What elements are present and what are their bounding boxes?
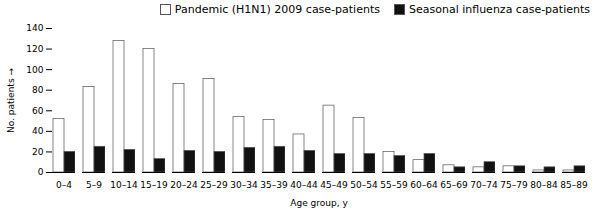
svg-text:75–79: 75–79: [500, 180, 528, 190]
svg-text:65–69: 65–69: [440, 180, 468, 190]
svg-text:60–64: 60–64: [410, 180, 438, 190]
svg-text:20–24: 20–24: [170, 180, 198, 190]
svg-text:140: 140: [26, 23, 43, 33]
svg-text:30–34: 30–34: [230, 180, 258, 190]
svg-text:20: 20: [32, 147, 44, 157]
svg-text:45–49: 45–49: [320, 180, 348, 190]
svg-text:80: 80: [32, 85, 44, 95]
svg-text:50–54: 50–54: [350, 180, 378, 190]
svg-text:No. patients →: No. patients →: [6, 68, 16, 133]
svg-text:55–59: 55–59: [380, 180, 408, 190]
svg-text:60: 60: [32, 106, 44, 116]
svg-text:120: 120: [26, 44, 43, 54]
svg-text:25–29: 25–29: [200, 180, 228, 190]
svg-text:100: 100: [26, 65, 43, 75]
svg-text:70–74: 70–74: [470, 180, 498, 190]
html-text:Seasonal influenza case-patien: Seasonal influenza case-patients: [409, 2, 590, 16]
svg-text:40–44: 40–44: [290, 180, 318, 190]
svg-text:10–14: 10–14: [110, 180, 138, 190]
svg-text:15–19: 15–19: [140, 180, 168, 190]
svg-text:80–84: 80–84: [530, 180, 558, 190]
svg-text:35–39: 35–39: [260, 180, 288, 190]
svg-text:5–9: 5–9: [86, 180, 102, 190]
svg-text:40: 40: [32, 126, 44, 136]
svg-text:Age group, y: Age group, y: [290, 198, 348, 208]
html-text:Pandemic (H1N1) 2009 case-pati: Pandemic (H1N1) 2009 case-patients: [174, 2, 380, 16]
svg-text:85–89: 85–89: [560, 180, 588, 190]
svg-text:0–4: 0–4: [56, 180, 72, 190]
svg-text:0: 0: [38, 167, 44, 177]
